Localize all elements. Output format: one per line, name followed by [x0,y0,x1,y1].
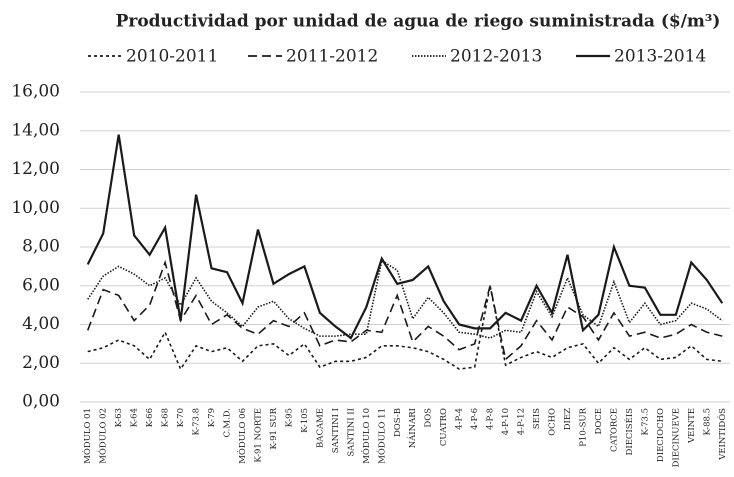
x-tick-label: K-66 [145,408,155,427]
y-tick-label: 4,00 [22,314,60,334]
x-tick-label: K-79 [207,408,217,427]
legend-label: 2010-2011 [126,47,218,67]
x-tick-label: MÓDULO 06 [236,408,248,464]
x-tick-label: MÓDULO 02 [97,408,109,464]
x-tick-label: K-68 [161,408,171,427]
series-line [86,134,724,340]
series-line [87,285,723,371]
x-tick-label: SANTINI II [346,408,356,457]
x-tick-label: K-73.8 [192,408,202,436]
x-tick-label: NÁINARI [406,408,418,448]
x-tick-label: K-88.5 [702,408,712,436]
legend-label: 2011-2012 [286,47,378,67]
chart-title: Productividad por unidad de agua de rieg… [116,12,721,32]
x-tick-label: DOCE [594,408,604,435]
x-tick-label: K-63 [114,408,124,427]
legend-label: 2012-2013 [450,47,542,67]
y-tick-label: 16,00 [11,82,60,102]
x-tick-label: DIECISÉIS [623,408,635,456]
x-tick-label: K-95 [284,408,294,427]
legend-label: 2013-2014 [614,47,706,67]
y-tick-label: 14,00 [11,120,60,140]
x-tick-label: DIEZ [563,408,573,430]
x-tick-label: C.M.D. [223,408,233,438]
y-tick-label: 12,00 [11,159,60,179]
x-tick-label: K-70 [176,408,186,427]
x-tick-label: 4-P-4 [455,408,465,430]
x-tick-label: CATORCE [609,408,619,452]
x-tick-label: 4-P-8 [486,408,496,430]
x-tick-label: DIECINUEVE [671,408,681,467]
series-line [87,259,723,339]
x-tick-label: 4-P-12 [517,408,527,435]
y-tick-label: 8,00 [22,237,60,257]
x-tick-label: K-73.5 [640,408,650,436]
x-tick-label: K-64 [130,408,140,427]
x-tick-label: DOS [424,408,434,428]
x-tick-label: BACAME [315,408,325,448]
x-tick-label: CUATRO [439,408,449,446]
x-tick-label: VEINTIDÓS [716,408,728,461]
x-tick-label: 4-P-10 [501,408,511,435]
x-tick-label: MÓDULO 10 [360,408,372,464]
x-tick-label: K-105 [300,408,310,433]
y-tick-label: 6,00 [22,275,60,295]
x-tick-label: SEIS [532,408,542,429]
x-tick-label: MÓDULO 11 [375,408,387,464]
x-tick-label: K-91 NORTE [253,408,263,463]
x-tick-label: OCHO [548,408,558,436]
x-tick-label: P10-SUR [578,407,588,446]
y-tick-label: 2,00 [22,353,60,373]
x-tick-label: K-91 SUR [269,407,279,449]
x-tick-label: DIECIOCHO [656,408,666,462]
x-tick-label: DOS-B [393,408,403,437]
x-tick-label: MÓDULO 01 [81,408,93,464]
series-line [86,259,723,361]
x-tick-label: 4-P-6 [470,408,480,430]
y-tick-label: 10,00 [11,198,60,218]
x-tick-label: VEINTE [687,408,697,444]
y-tick-label: 0,00 [22,392,60,412]
x-tick-label: SANTINI I [331,408,341,453]
